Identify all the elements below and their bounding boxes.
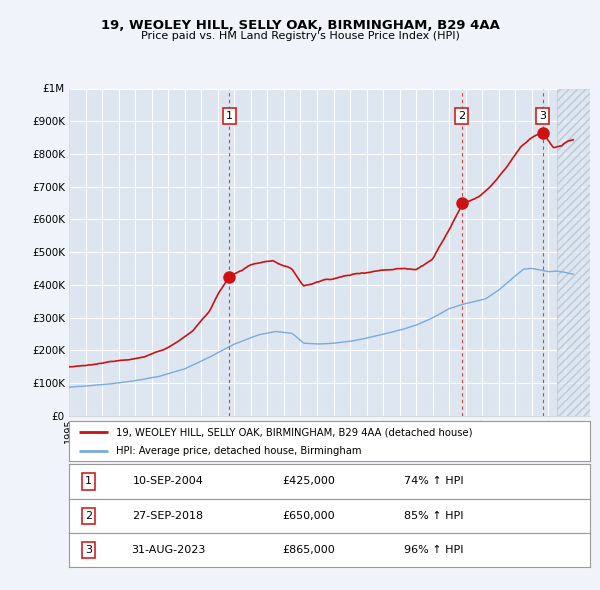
- Text: 2: 2: [85, 511, 92, 520]
- Text: £425,000: £425,000: [282, 477, 335, 486]
- Text: Price paid vs. HM Land Registry's House Price Index (HPI): Price paid vs. HM Land Registry's House …: [140, 31, 460, 41]
- Text: 74% ↑ HPI: 74% ↑ HPI: [404, 477, 463, 486]
- Text: 3: 3: [539, 112, 547, 122]
- Text: HPI: Average price, detached house, Birmingham: HPI: Average price, detached house, Birm…: [116, 445, 361, 455]
- Text: 31-AUG-2023: 31-AUG-2023: [131, 545, 205, 555]
- Text: 19, WEOLEY HILL, SELLY OAK, BIRMINGHAM, B29 4AA: 19, WEOLEY HILL, SELLY OAK, BIRMINGHAM, …: [101, 19, 499, 32]
- Text: 96% ↑ HPI: 96% ↑ HPI: [404, 545, 463, 555]
- Text: 10-SEP-2004: 10-SEP-2004: [133, 477, 203, 486]
- Text: 85% ↑ HPI: 85% ↑ HPI: [404, 511, 463, 520]
- Text: 27-SEP-2018: 27-SEP-2018: [133, 511, 203, 520]
- Text: 3: 3: [85, 545, 92, 555]
- Text: 1: 1: [85, 477, 92, 486]
- Text: 2: 2: [458, 112, 465, 122]
- Text: 1: 1: [226, 112, 233, 122]
- Bar: [557, 88, 590, 416]
- Text: £650,000: £650,000: [282, 511, 335, 520]
- Text: 19, WEOLEY HILL, SELLY OAK, BIRMINGHAM, B29 4AA (detached house): 19, WEOLEY HILL, SELLY OAK, BIRMINGHAM, …: [116, 427, 472, 437]
- Bar: [557, 88, 590, 416]
- Text: £865,000: £865,000: [282, 545, 335, 555]
